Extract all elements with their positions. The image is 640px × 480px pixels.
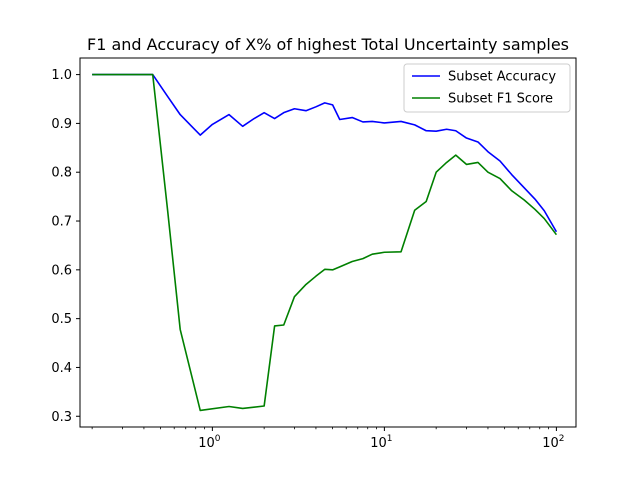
series-line-0 bbox=[92, 73, 558, 233]
x-tick-label: 101 bbox=[370, 434, 392, 451]
y-tick-label: 0.8 bbox=[51, 166, 72, 181]
legend-label-1: Subset F1 Score bbox=[448, 92, 553, 107]
series-line-1 bbox=[92, 73, 558, 412]
x-tick-exponent: 1 bbox=[387, 434, 393, 444]
x-tick-base: 10 bbox=[542, 436, 559, 451]
y-tick-label: 0.4 bbox=[51, 361, 72, 376]
axes-frame bbox=[79, 57, 577, 428]
y-tick-label: 0.5 bbox=[51, 312, 72, 327]
y-tick-label: 0.3 bbox=[51, 410, 72, 425]
legend: Subset Accuracy Subset F1 Score bbox=[403, 63, 571, 113]
y-tick-label: 0.9 bbox=[51, 117, 72, 132]
y-tick-label: 0.7 bbox=[51, 215, 72, 230]
x-tick-base: 10 bbox=[198, 436, 215, 451]
y-tick-label: 0.6 bbox=[51, 263, 72, 278]
chart-title: F1 and Accuracy of X% of highest Total U… bbox=[87, 35, 569, 54]
x-tick-label: 100 bbox=[198, 434, 221, 451]
legend-label-0: Subset Accuracy bbox=[448, 70, 556, 85]
x-tick-exponent: 0 bbox=[215, 434, 221, 444]
x-tick-label: 102 bbox=[542, 434, 564, 451]
y-tick-label: 1.0 bbox=[51, 68, 72, 83]
plot-area bbox=[92, 73, 558, 412]
legend-box bbox=[403, 63, 571, 113]
x-tick-exponent: 2 bbox=[559, 434, 565, 444]
x-tick-base: 10 bbox=[370, 436, 387, 451]
